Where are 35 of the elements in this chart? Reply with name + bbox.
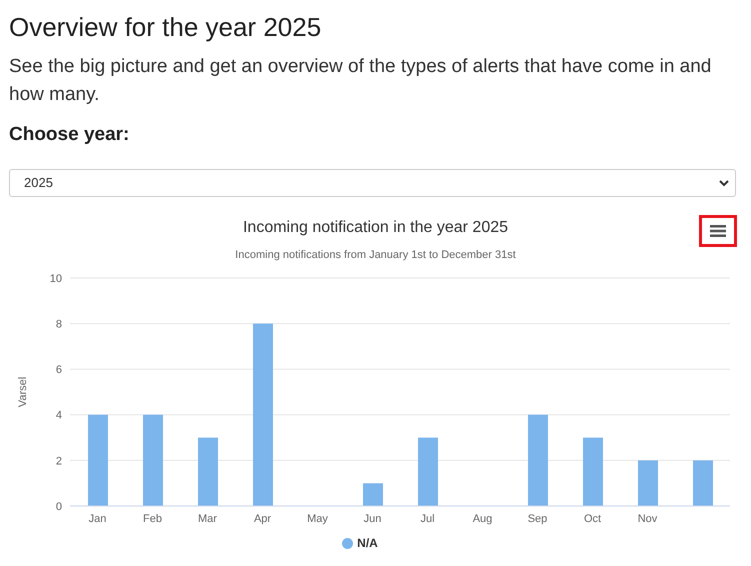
bar [528,414,548,506]
chart-title: Incoming notification in the year 2025 [242,219,510,237]
x-tick-label: Mar [198,512,218,525]
bar [363,483,383,506]
y-tick-label: 0 [56,500,62,513]
x-tick-label: Oct [584,512,602,525]
bar [198,438,218,506]
year-select: 2025 [9,169,736,197]
y-tick-label: 6 [56,364,62,376]
bar [143,414,163,506]
text: See the big picture and get an overview of the types of alerts that have come in and how many. [9,55,712,107]
x-tick-label: May [307,512,328,525]
y-axis-title: Varsel [16,376,29,408]
bar [88,414,108,506]
x-tick-label: Sep [528,512,548,525]
x-tick-label: Jul [420,512,435,525]
bar [583,438,603,506]
y-tick-label: 8 [56,318,62,331]
y-tick-label: 10 [50,272,62,285]
bar [253,324,273,506]
bar [418,438,438,506]
x-tick-label: Nov [638,512,658,525]
text: Overview for the year 2025 [9,12,322,43]
text: Choose year: [9,124,130,146]
y-tick-label: 2 [56,455,62,468]
chart-subtitle: Incoming notifications from January 1st to December 31st [234,249,517,261]
bar [693,460,713,506]
bar [638,460,658,506]
x-tick-label: Aug [472,512,492,525]
x-tick-label: Feb [143,512,162,525]
x-tick-label: Apr [254,512,272,525]
x-tick-label: Jan [88,512,106,525]
legend-label: N/A [357,536,378,550]
y-tick-label: 4 [56,410,62,422]
x-tick-label: Jun [364,512,382,525]
